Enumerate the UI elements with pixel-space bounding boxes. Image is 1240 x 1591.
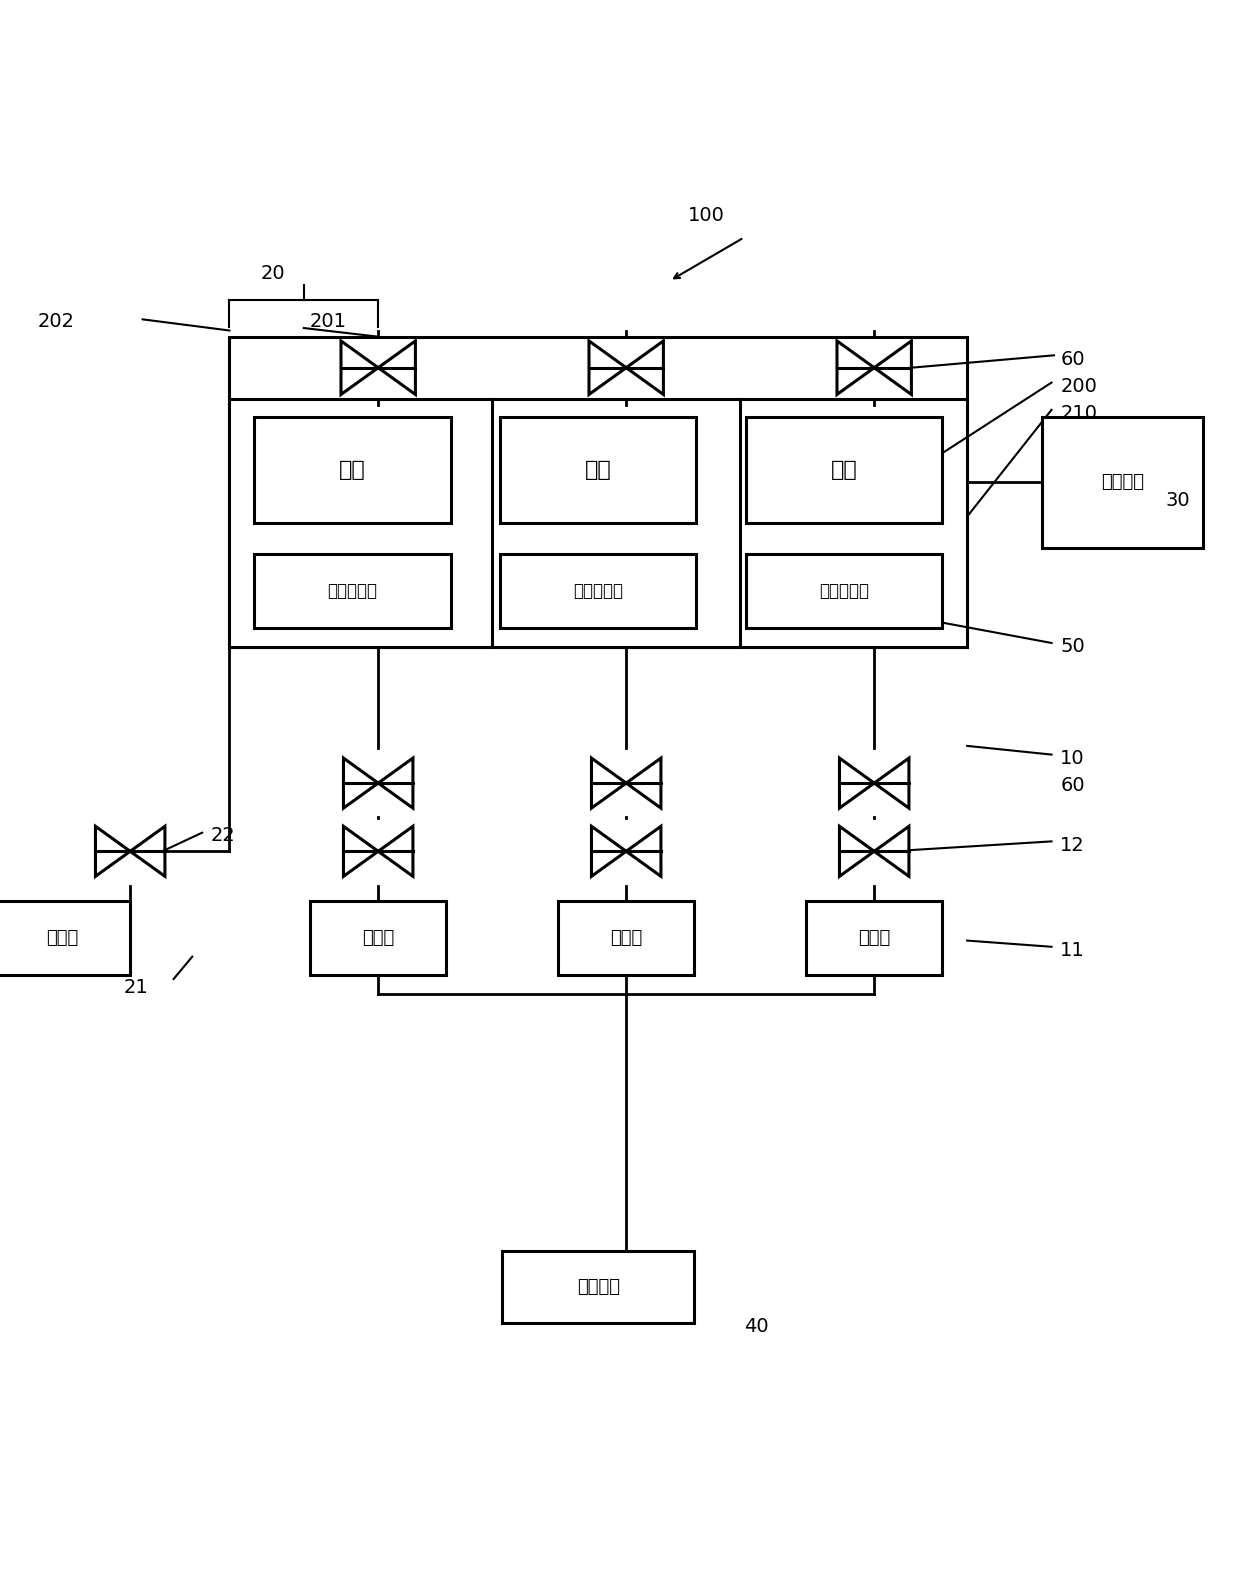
Text: 11: 11 (1060, 940, 1085, 959)
Bar (806, 901, 942, 975)
Text: 60: 60 (1060, 350, 1085, 369)
Bar (500, 417, 697, 523)
Text: 腔室: 腔室 (831, 460, 858, 480)
Text: 202: 202 (37, 312, 74, 331)
Text: 气压感测器: 气压感测器 (573, 582, 624, 600)
Text: 22: 22 (211, 826, 236, 845)
Text: 10: 10 (1060, 749, 1085, 768)
Text: 200: 200 (1060, 377, 1097, 396)
Text: 210: 210 (1060, 404, 1097, 423)
Bar (310, 901, 446, 975)
Text: 50: 50 (1060, 638, 1085, 655)
Bar (1042, 417, 1203, 547)
Text: 气压感测器: 气压感测器 (820, 582, 869, 600)
Text: 腔室: 腔室 (585, 460, 611, 480)
Text: 检测机构: 检测机构 (577, 1278, 620, 1295)
Bar (254, 417, 450, 523)
Bar (254, 554, 450, 628)
Bar (229, 337, 967, 646)
Bar (502, 1251, 694, 1322)
Text: 腔室: 腔室 (339, 460, 366, 480)
Text: 排气泵: 排气泵 (610, 929, 642, 947)
Text: 气压感测器: 气压感测器 (327, 582, 377, 600)
Bar (746, 417, 942, 523)
Text: 12: 12 (1060, 835, 1085, 854)
Bar (558, 901, 694, 975)
Text: 排气泵: 排气泵 (362, 929, 394, 947)
Text: 排气泵: 排气泵 (858, 929, 890, 947)
Text: 60: 60 (1060, 776, 1085, 796)
Bar (746, 554, 942, 628)
Text: 控制机构: 控制机构 (1101, 474, 1143, 492)
Text: 201: 201 (310, 312, 347, 331)
Text: 21: 21 (124, 978, 149, 998)
Text: 20: 20 (260, 264, 285, 283)
Bar (0, 901, 130, 975)
Bar (500, 554, 697, 628)
Text: 100: 100 (688, 207, 725, 224)
Text: 40: 40 (744, 1317, 769, 1336)
Text: 备用泵: 备用泵 (46, 929, 78, 947)
Text: 30: 30 (1166, 492, 1190, 509)
Bar (229, 399, 967, 646)
